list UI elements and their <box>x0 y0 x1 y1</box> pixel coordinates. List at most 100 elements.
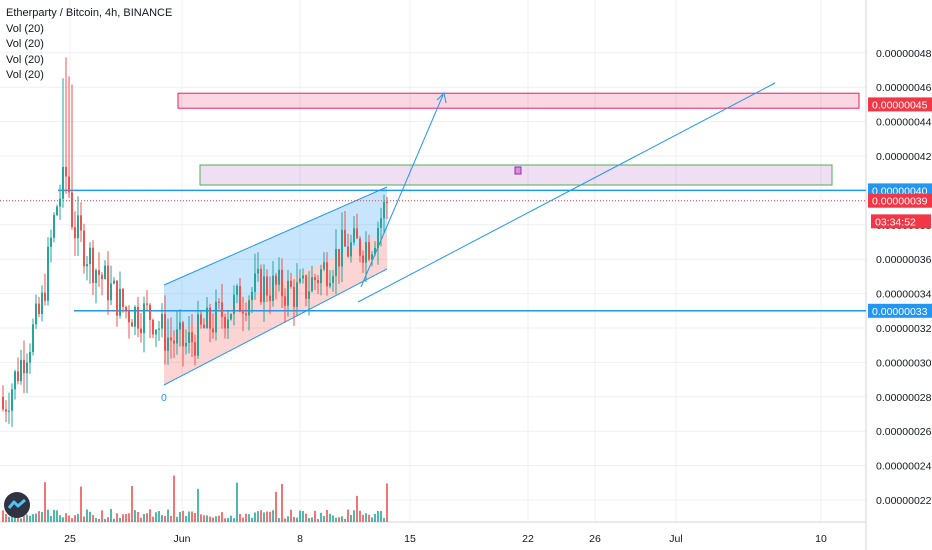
candle-body <box>116 280 118 316</box>
x-tick-label: 10 <box>815 533 827 545</box>
volume-bar <box>140 517 142 522</box>
volume-bar <box>137 511 139 522</box>
resistance-zone <box>199 164 833 186</box>
candle-body <box>26 362 28 374</box>
candle-body <box>371 254 373 260</box>
candle-body <box>260 268 262 303</box>
volume-bar <box>383 518 385 522</box>
volume-bar <box>29 515 31 522</box>
volume-bar <box>335 517 337 522</box>
candle-body <box>251 291 253 301</box>
candle-body <box>275 275 277 285</box>
candle-body <box>281 269 283 297</box>
volume-bar <box>8 516 10 522</box>
candle-body <box>341 229 343 267</box>
candle-body <box>95 270 97 283</box>
volume-bar <box>128 513 130 522</box>
volume-bar <box>209 516 211 522</box>
candle-body <box>233 294 235 314</box>
candle-body <box>365 242 367 263</box>
volume-bar <box>5 514 7 522</box>
price-tag-label: 03:34:52 <box>875 216 916 228</box>
volume-bar <box>113 518 115 522</box>
volume-bar <box>107 517 109 522</box>
volume-bar <box>320 512 322 522</box>
candle-body <box>350 242 352 257</box>
y-tick-label: 0.00000030 <box>876 357 932 369</box>
tradingview-logo-icon[interactable] <box>4 492 30 518</box>
candle-body <box>146 303 148 305</box>
candle-body <box>185 342 187 347</box>
candle-body <box>53 215 55 238</box>
candle-body <box>320 269 322 284</box>
candle-body <box>200 314 202 325</box>
candle-body <box>56 206 58 216</box>
volume-bar <box>290 509 292 522</box>
volume-bar <box>224 518 226 522</box>
price-tag-label: 0.00000033 <box>872 306 928 318</box>
candle-body <box>65 166 67 177</box>
candle-body <box>140 328 142 334</box>
candle-body <box>149 304 151 320</box>
candle-body <box>317 280 319 284</box>
volume-bar <box>170 515 172 522</box>
price-tag <box>868 303 932 318</box>
y-tick-label: 0.00000046 <box>876 82 932 94</box>
volume-bar <box>215 516 217 522</box>
volume-bar <box>53 509 55 522</box>
volume-bar <box>248 514 250 522</box>
volume-bar <box>50 515 52 522</box>
candle-body <box>215 301 217 333</box>
volume-bar <box>254 512 256 522</box>
volume-bar <box>362 514 364 522</box>
x-tick-label: 15 <box>404 533 416 545</box>
candle-body <box>86 264 88 267</box>
candle-body <box>269 295 271 301</box>
volume-bar <box>179 511 181 522</box>
volume-bar <box>182 510 184 522</box>
candle-body <box>68 176 70 193</box>
y-tick-label: 0.00000028 <box>876 392 932 404</box>
volume-bar <box>59 515 61 522</box>
volume-indicator-label[interactable]: Vol (20) <box>6 69 44 81</box>
volume-bar <box>242 517 244 522</box>
volume-bar <box>287 516 289 522</box>
y-tick-label: 0.00000044 <box>876 117 932 129</box>
candle-body <box>308 291 310 299</box>
channel-label: 0 <box>161 392 167 404</box>
candle-body <box>173 340 175 344</box>
volume-bar <box>377 510 379 522</box>
candle-body <box>293 286 295 307</box>
candle-body <box>128 311 130 323</box>
candle-body <box>221 302 223 317</box>
volume-bar <box>146 513 148 522</box>
volume-indicator-label[interactable]: Vol (20) <box>6 53 44 66</box>
candle-body <box>344 229 346 247</box>
volume-bar <box>329 513 331 522</box>
volume-bar <box>125 514 127 522</box>
y-tick-label: 0.00000026 <box>876 426 932 438</box>
volume-bar <box>245 513 247 522</box>
volume-bar <box>89 511 91 522</box>
volume-bar <box>257 511 259 522</box>
candle-body <box>209 307 211 329</box>
channel-lower-fill <box>164 232 387 385</box>
zone-marker <box>514 166 522 175</box>
candle-body <box>74 227 76 239</box>
trend-line <box>357 82 776 303</box>
volume-bar <box>236 482 238 522</box>
volume-bar <box>350 514 352 522</box>
volume-bar <box>311 517 313 522</box>
candle-body <box>314 277 316 281</box>
candle-body <box>218 301 220 303</box>
volume-bar <box>164 515 166 522</box>
volume-bar <box>323 515 325 522</box>
volume-bar <box>308 518 310 522</box>
x-tick-label: Jul <box>669 533 682 545</box>
volume-indicator-label[interactable]: Vol (20) <box>6 38 44 50</box>
volume-bar <box>47 509 49 522</box>
candle-body <box>329 282 331 287</box>
volume-indicator-label[interactable]: Vol (20) <box>6 22 44 35</box>
candle-body <box>182 322 184 347</box>
